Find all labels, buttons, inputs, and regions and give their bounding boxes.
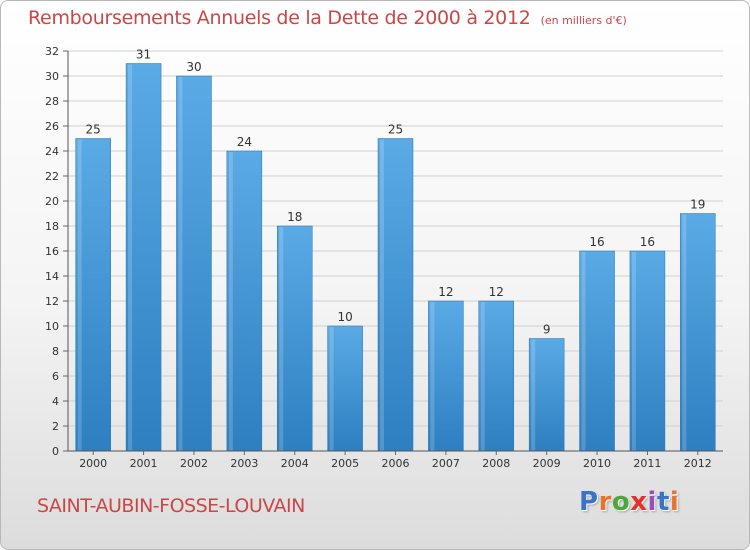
x-tick-label: 2011 — [633, 457, 661, 470]
y-tick-label: 4 — [52, 395, 59, 408]
bar-highlight — [178, 77, 183, 451]
y-tick-label: 32 — [45, 45, 59, 58]
x-tick-label: 2005 — [331, 457, 359, 470]
bar-2012 — [680, 213, 716, 452]
commune-name: SAINT-AUBIN-FOSSE-LOUVAIN — [37, 495, 305, 517]
y-tick-label: 8 — [52, 345, 59, 358]
bar-2007 — [428, 300, 464, 452]
y-tick-label: 18 — [45, 220, 59, 233]
y-tick-label: 22 — [45, 170, 59, 183]
bar-highlight — [480, 302, 485, 451]
bar-2011 — [629, 250, 666, 452]
data-label: 31 — [136, 48, 151, 62]
chart-title: Remboursements Annuels de la Dette de 20… — [28, 7, 531, 29]
bar-2004 — [276, 225, 313, 452]
bar-highlight — [128, 64, 133, 451]
data-label: 12 — [438, 285, 453, 299]
bar-2003 — [226, 150, 263, 452]
x-tick-label: 2002 — [180, 457, 208, 470]
data-label: 25 — [86, 123, 101, 137]
logo-letter: x — [630, 487, 648, 517]
x-tick-label: 2001 — [130, 457, 158, 470]
x-tick-label: 2000 — [79, 457, 107, 470]
bar-highlight — [631, 252, 636, 451]
logo-letter: r — [598, 487, 612, 517]
x-tick-label: 2010 — [583, 457, 611, 470]
y-tick-label: 30 — [45, 70, 59, 83]
logo-letter: P — [579, 487, 599, 517]
y-tick-label: 12 — [45, 295, 59, 308]
data-label: 30 — [186, 60, 201, 74]
data-label: 9 — [543, 323, 551, 337]
bar-highlight — [682, 214, 687, 451]
data-label: 19 — [690, 198, 705, 212]
logo-letter: i — [669, 487, 680, 517]
bar-highlight — [380, 139, 384, 451]
bar-2009 — [528, 338, 565, 452]
y-tick-label: 14 — [45, 270, 59, 283]
bar-2008 — [478, 300, 515, 452]
bar-highlight — [329, 327, 334, 451]
bar-highlight — [279, 227, 284, 451]
data-label: 25 — [388, 123, 403, 137]
y-tick-label: 28 — [45, 95, 59, 108]
y-tick-label: 16 — [45, 245, 59, 258]
bar-2006 — [377, 138, 414, 452]
data-label: 16 — [589, 235, 604, 249]
y-tick-label: 20 — [45, 195, 59, 208]
bar-highlight — [77, 139, 82, 451]
data-label: 10 — [337, 310, 352, 324]
title-row: Remboursements Annuels de la Dette de 20… — [28, 7, 627, 29]
bar-highlight — [531, 339, 536, 451]
labels: 0246810121416182022242628303225200031200… — [45, 45, 712, 470]
y-tick-label: 2 — [52, 420, 59, 433]
x-tick-label: 2003 — [230, 457, 258, 470]
x-tick-label: 2009 — [533, 457, 561, 470]
bar-2000 — [75, 138, 111, 452]
chart-subtitle: (en milliers d'€) — [540, 14, 627, 27]
data-label: 12 — [489, 285, 504, 299]
x-tick-label: 2006 — [382, 457, 410, 470]
y-tick-label: 26 — [45, 120, 59, 133]
y-tick-label: 10 — [45, 320, 59, 333]
logo-letter: i — [647, 487, 657, 517]
x-tick-label: 2012 — [684, 457, 712, 470]
bar-2002 — [176, 75, 212, 452]
y-tick-label: 24 — [45, 145, 59, 158]
bars — [75, 63, 716, 452]
x-tick-label: 2004 — [281, 457, 309, 470]
x-tick-label: 2007 — [432, 457, 460, 470]
proxiti-logo: Proxiti — [579, 487, 679, 517]
logo-letter: o — [611, 487, 631, 517]
logo-letter: t — [656, 487, 670, 517]
bar-highlight — [228, 152, 233, 451]
axes — [63, 50, 723, 455]
y-tick-label: 6 — [52, 370, 59, 383]
data-label: 18 — [287, 210, 302, 224]
x-tick-label: 2008 — [482, 457, 510, 470]
data-label: 16 — [640, 235, 655, 249]
y-tick-label: 0 — [52, 445, 59, 458]
bar-highlight — [581, 252, 586, 451]
bar-2001 — [125, 63, 162, 452]
bar-highlight — [430, 302, 435, 451]
data-label: 24 — [237, 135, 252, 149]
